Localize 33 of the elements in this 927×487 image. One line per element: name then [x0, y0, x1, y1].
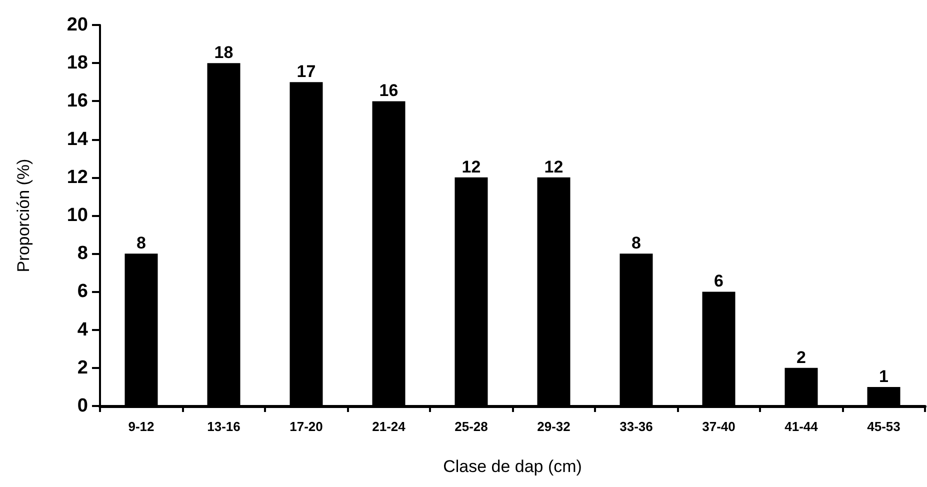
x-tick-label: 17-20 [290, 419, 323, 434]
y-axis-title: Proporción (%) [14, 158, 33, 272]
y-tick-label: 14 [66, 128, 88, 150]
data-label: 8 [136, 234, 146, 253]
x-tick-label: 29-32 [537, 419, 570, 434]
data-label: 17 [296, 62, 316, 82]
x-tick-label: 33-36 [620, 419, 653, 434]
x-tick-label: 37-40 [702, 419, 736, 434]
y-tick-label: 4 [77, 319, 88, 340]
x-axis-title: Clase de dap (cm) [443, 457, 582, 476]
x-tick-label: 41-44 [784, 419, 819, 434]
y-tick-label: 10 [66, 205, 88, 226]
data-label: 1 [879, 366, 888, 386]
y-tick-label: 16 [66, 90, 88, 112]
data-label: 16 [379, 81, 398, 100]
x-tick-label: 13-16 [207, 419, 240, 434]
data-label: 6 [714, 272, 724, 291]
x-tick-label: 45-53 [867, 419, 900, 434]
y-tick-label: 18 [66, 52, 88, 74]
y-tick-label: 8 [77, 243, 88, 264]
y-tick-label: 6 [77, 281, 88, 302]
y-tick-label: 20 [66, 14, 88, 36]
data-label: 12 [544, 157, 564, 176]
data-label: 8 [632, 234, 641, 253]
x-tick-label: 9-12 [128, 419, 154, 434]
y-tick-label: 2 [77, 357, 88, 378]
x-tick-label: 21-24 [372, 419, 406, 434]
x-tick-label: 25-28 [454, 419, 488, 434]
data-label: 12 [462, 157, 481, 176]
data-label: 18 [214, 43, 234, 62]
y-tick-label: 0 [77, 396, 88, 416]
y-tick-label: 12 [66, 166, 88, 188]
data-label: 2 [796, 348, 806, 367]
